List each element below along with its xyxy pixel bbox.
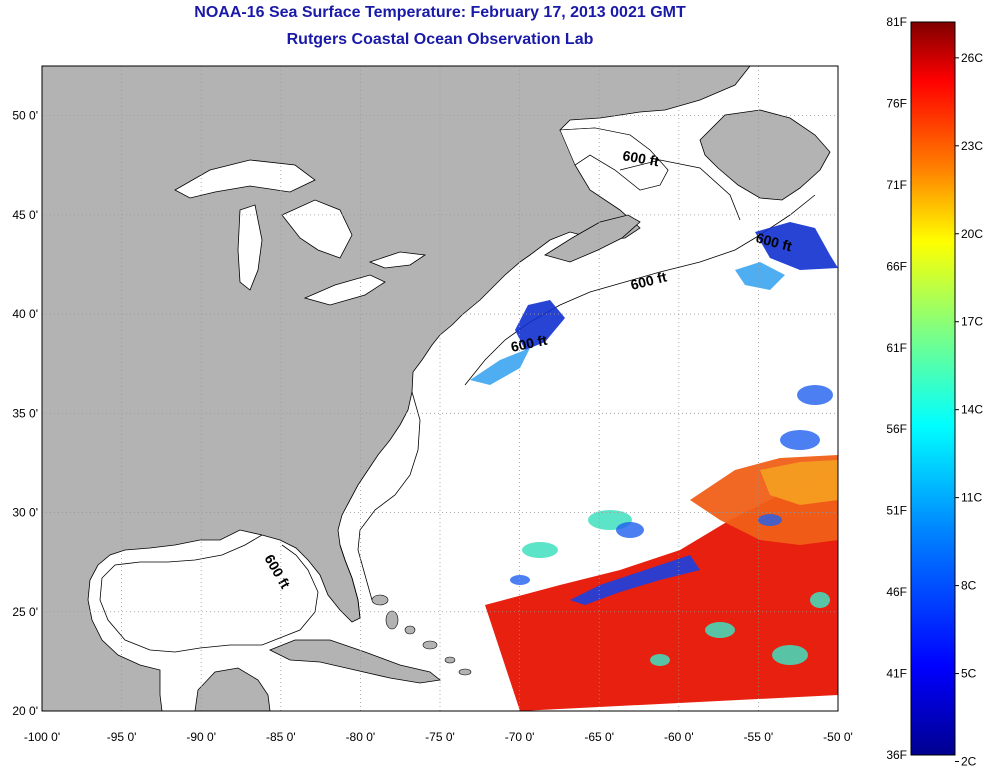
colorbar-fahrenheit-labels: 81F 76F 71F 66F 61F 56F 51F 46F 41F 36F — [886, 15, 907, 762]
lon-tick-label: -95 0' — [107, 730, 137, 744]
contour-label: 600 ft — [509, 332, 548, 355]
colorbar-c-label: 11C — [961, 491, 982, 505]
lat-tick-label: 45 0' — [12, 208, 38, 222]
contour-label: 600 ft — [621, 147, 660, 169]
colorbar-f-label: 41F — [886, 667, 907, 681]
colorbar — [910, 21, 956, 756]
lon-tick-label: -55 0' — [744, 730, 774, 744]
colorbar-c-label: 2C — [961, 755, 977, 769]
colorbar-f-label: 71F — [886, 178, 907, 192]
colorbar-f-label: 51F — [886, 504, 907, 518]
plot-frame — [41, 65, 839, 712]
land-cuba — [269, 639, 441, 684]
lon-tick-label: -75 0' — [425, 730, 455, 744]
colorbar-f-label: 66F — [886, 259, 907, 273]
bahamas-islands — [371, 594, 472, 676]
map-title: NOAA-16 Sea Surface Temperature: Februar… — [194, 4, 686, 21]
lon-tick-label: -65 0' — [584, 730, 614, 744]
graticule — [42, 66, 838, 711]
lon-tick-label: -50 0' — [823, 730, 853, 744]
lat-tick-label: 30 0' — [12, 506, 38, 520]
colorbar-f-label: 46F — [886, 585, 907, 599]
colorbar-c-label: 14C — [961, 403, 983, 417]
lon-tick-label: -100 0' — [24, 730, 60, 744]
lat-tick-label: 25 0' — [12, 605, 38, 619]
colorbar-f-label: 36F — [886, 748, 907, 762]
land-nova-scotia — [544, 214, 641, 263]
colorbar-celsius-labels: 26C 23C 20C 17C 14C 11C 8C 5C 2C — [955, 51, 983, 769]
colorbar-c-label: 5C — [961, 667, 977, 681]
colorbar-f-label: 56F — [886, 422, 907, 436]
colorbar-c-label: 23C — [961, 139, 983, 153]
map-subtitle: Rutgers Coastal Ocean Observation Lab — [286, 31, 594, 48]
colorbar-c-label: 8C — [961, 579, 977, 593]
colorbar-f-label: 76F — [886, 96, 907, 110]
colorbar-c-label: 26C — [961, 51, 983, 65]
lon-tick-label: -90 0' — [186, 730, 216, 744]
latitude-ticks: 20 0' 25 0' 30 0' 35 0' 40 0' 45 0' 50 0' — [12, 109, 38, 718]
lat-tick-label: 35 0' — [12, 406, 38, 420]
lat-tick-label: 40 0' — [12, 307, 38, 321]
lon-tick-label: -80 0' — [346, 730, 376, 744]
lon-tick-label: -70 0' — [505, 730, 535, 744]
colorbar-f-label: 61F — [886, 341, 907, 355]
lat-tick-label: 50 0' — [12, 109, 38, 123]
lat-tick-label: 20 0' — [12, 704, 38, 718]
colorbar-f-label: 81F — [886, 15, 907, 29]
land-newfoundland — [699, 109, 831, 201]
colorbar-c-label: 17C — [961, 315, 983, 329]
lon-tick-label: -85 0' — [266, 730, 296, 744]
longitude-ticks: -100 0' -95 0' -90 0' -85 0' -80 0' -75 0' -70… — [24, 730, 853, 744]
lon-tick-label: -60 0' — [664, 730, 694, 744]
colorbar-c-label: 20C — [961, 227, 983, 241]
